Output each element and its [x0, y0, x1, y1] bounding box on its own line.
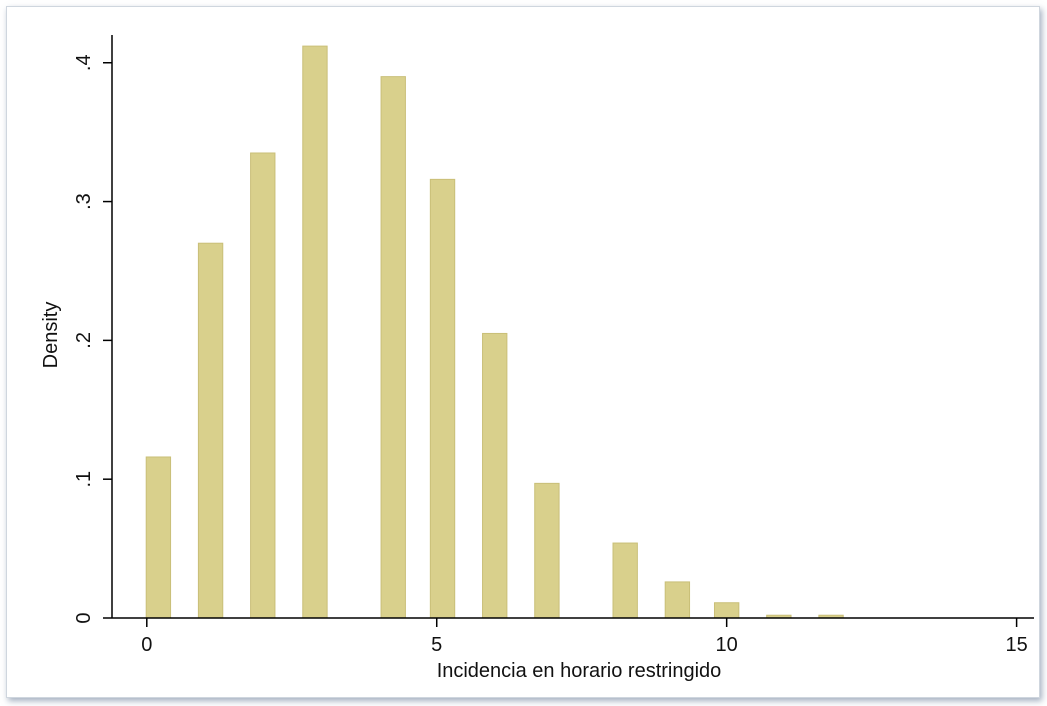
y-ticks-group: 0 .1 .2 .3 .4	[73, 54, 112, 624]
histogram-bar	[302, 45, 328, 619]
histogram-bar	[612, 542, 638, 619]
histogram-bar	[482, 332, 508, 619]
y-tick-label: .4	[73, 54, 95, 71]
x-ticks-group: 0 5 10 15	[141, 618, 1028, 656]
histogram-bar	[534, 482, 560, 619]
histogram-bar	[380, 76, 406, 619]
histogram-bar	[197, 242, 224, 619]
y-axis-title: Density	[40, 302, 62, 369]
y-tick-label: .2	[73, 332, 95, 349]
histogram-bar	[713, 602, 740, 619]
histogram-chart: 0 5 10 15 0 .1 .2 .3 .4 Incidencia en horario r…	[40, 35, 1034, 682]
bars-group	[145, 45, 844, 619]
histogram-bar	[145, 456, 172, 619]
y-tick-label: 0	[73, 612, 95, 623]
x-tick-label: 5	[431, 634, 442, 656]
histogram-bar	[664, 581, 691, 619]
x-tick-label: 15	[1005, 634, 1027, 656]
chart-frame: 0 5 10 15 0 .1 .2 .3 .4 Incidencia en horario r…	[6, 6, 1040, 698]
axes-group	[111, 35, 1034, 619]
histogram-bar	[250, 152, 276, 619]
y-tick-label: .1	[73, 471, 95, 488]
y-tick-label: .3	[73, 193, 95, 210]
histogram-bar	[429, 178, 456, 619]
x-tick-label: 10	[716, 634, 738, 656]
x-tick-label: 0	[141, 634, 152, 656]
x-axis-title: Incidencia en horario restringido	[437, 660, 722, 682]
